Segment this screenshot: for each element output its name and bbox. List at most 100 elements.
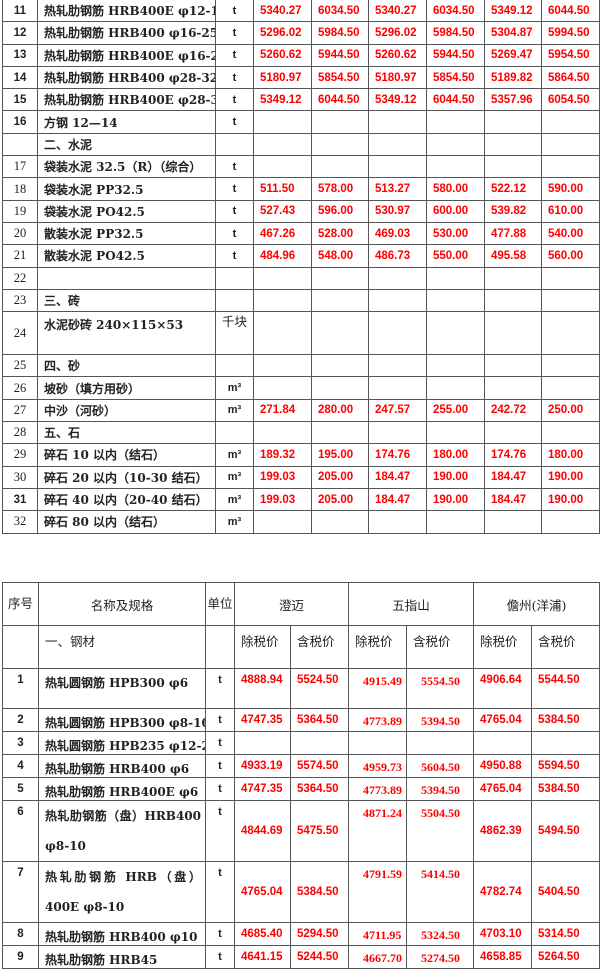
price-cell xyxy=(368,311,427,356)
row-name: 五、石 xyxy=(37,421,216,445)
price-cell xyxy=(426,288,485,313)
table-row: 16 方钢 12—14 t xyxy=(2,110,600,134)
price-cell: 5296.02 xyxy=(368,21,427,45)
price-cell: 5404.50 xyxy=(531,861,600,923)
price-cell xyxy=(484,266,542,290)
row-unit xyxy=(215,132,254,157)
header-name: 名称及规格 xyxy=(38,582,206,626)
price-cell: 548.00 xyxy=(311,244,369,268)
price-cell: 5944.50 xyxy=(426,43,485,67)
price-cell xyxy=(426,510,485,534)
price-cell: 5394.50 xyxy=(406,777,475,801)
price-cell: 4915.49 xyxy=(348,668,408,709)
price-cell: 5324.50 xyxy=(406,922,475,946)
price-cell: 5349.12 xyxy=(253,88,312,112)
row-no: 32 xyxy=(2,510,38,534)
price-cell: 550.00 xyxy=(426,244,485,268)
price-cell: 528.00 xyxy=(311,221,369,246)
price-cell: 513.27 xyxy=(368,177,427,201)
price-cell xyxy=(253,510,312,534)
row-unit xyxy=(215,421,254,445)
price-cell: 6044.50 xyxy=(311,88,369,112)
row-name: 热轧肋钢筋 HRB400 φ6 xyxy=(38,754,206,778)
row-no: 22 xyxy=(2,266,38,290)
price-cell: 5384.50 xyxy=(531,777,600,801)
row-unit xyxy=(215,266,254,290)
row-unit: m³ xyxy=(215,443,254,467)
price-cell xyxy=(484,354,542,378)
row-unit: t xyxy=(205,861,235,923)
price-cell: 205.00 xyxy=(311,465,369,489)
price-cell: 495.58 xyxy=(484,244,542,268)
row-unit: m³ xyxy=(215,510,254,534)
price-cell: 190.00 xyxy=(426,487,485,512)
price-cell: 4765.04 xyxy=(234,861,291,923)
price-cell: 4906.64 xyxy=(473,668,533,709)
price-cell xyxy=(541,354,600,378)
price-cell: 184.47 xyxy=(368,465,427,489)
price-cell xyxy=(311,110,369,134)
row-no: 3 xyxy=(2,731,39,755)
price-cell: 5394.50 xyxy=(406,708,475,732)
price-cell: 5944.50 xyxy=(311,43,369,67)
row-unit: t xyxy=(215,0,254,23)
price-cell: 184.47 xyxy=(484,487,542,512)
price-cell: 5544.50 xyxy=(531,668,600,709)
row-name: 热轧圆钢筋 HPB235 φ12-22 xyxy=(38,731,206,755)
subheader-taxincl: 含税价 xyxy=(289,625,350,669)
price-cell: 4747.35 xyxy=(234,708,291,732)
price-cell: 5384.50 xyxy=(531,708,600,732)
row-unit: t xyxy=(215,65,254,90)
price-cell: 4862.39 xyxy=(473,800,533,862)
price-cell xyxy=(541,266,600,290)
price-cell: 486.73 xyxy=(368,244,427,268)
table-row: 6 热轧肋钢筋（盘）HRB400 φ8-10 t 4844.69 5475.50 4871… xyxy=(2,800,600,862)
price-cell xyxy=(253,288,312,313)
price-cell: 242.72 xyxy=(484,398,542,423)
price-cell xyxy=(234,731,291,755)
price-cell: 5296.02 xyxy=(253,21,312,45)
price-cell: 6034.50 xyxy=(426,0,485,23)
price-cell xyxy=(368,510,427,534)
table-row: 2 热轧圆钢筋 HPB300 φ8-10 t 4747.35 5364.50 4773.8… xyxy=(2,708,600,732)
row-unit: t xyxy=(205,708,235,732)
price-cell xyxy=(541,510,600,534)
price-cell: 205.00 xyxy=(311,487,369,512)
price-cell: 4782.74 xyxy=(473,861,533,923)
table-row: 27 中沙（河砂） m³ 271.84 280.00 247.57 255.00 242.72… xyxy=(2,398,600,423)
price-cell xyxy=(541,110,600,134)
row-name: 热轧圆钢筋 HPB300 φ8-10 xyxy=(38,708,206,732)
header-no: 序号 xyxy=(2,582,39,626)
price-cell: 255.00 xyxy=(426,398,485,423)
row-no xyxy=(2,625,39,669)
price-cell xyxy=(311,354,369,378)
row-no xyxy=(2,132,38,157)
price-cell: 199.03 xyxy=(253,487,312,512)
row-name: 方钢 12—14 xyxy=(37,110,216,134)
price-cell xyxy=(311,421,369,445)
price-cell xyxy=(368,132,427,157)
row-unit: t xyxy=(205,945,235,969)
row-unit xyxy=(215,354,254,378)
price-cell: 174.76 xyxy=(368,443,427,467)
row-name: 热轧肋钢筋 HRB45 xyxy=(38,945,206,969)
row-no: 9 xyxy=(2,945,39,969)
row-name: 热轧肋钢筋 HRB（盘）400E φ8-10 xyxy=(38,861,206,923)
price-cell: 4641.15 xyxy=(234,945,291,969)
price-cell xyxy=(253,266,312,290)
row-name: 水泥砂砖 240×115×53 xyxy=(37,311,216,356)
section-row: 一、钢材 除税价 含税价 除税价 含税价 除税价 含税价 xyxy=(2,625,600,669)
price-cell: 5349.12 xyxy=(484,0,542,23)
row-no: 18 xyxy=(2,177,38,201)
table-row: 二、水泥 xyxy=(2,132,600,157)
price-cell: 5180.97 xyxy=(368,65,427,90)
price-cell: 469.03 xyxy=(368,221,427,246)
subheader-pretax: 除税价 xyxy=(348,625,408,669)
row-no: 29 xyxy=(2,443,38,467)
table-row: 17 袋装水泥 32.5（R）（综合） t xyxy=(2,155,600,179)
row-unit xyxy=(205,625,235,669)
price-cell: 4685.40 xyxy=(234,922,291,946)
row-no: 14 xyxy=(2,65,38,90)
header-region-danzhou: 儋州(洋浦) xyxy=(473,582,600,626)
price-cell xyxy=(426,110,485,134)
